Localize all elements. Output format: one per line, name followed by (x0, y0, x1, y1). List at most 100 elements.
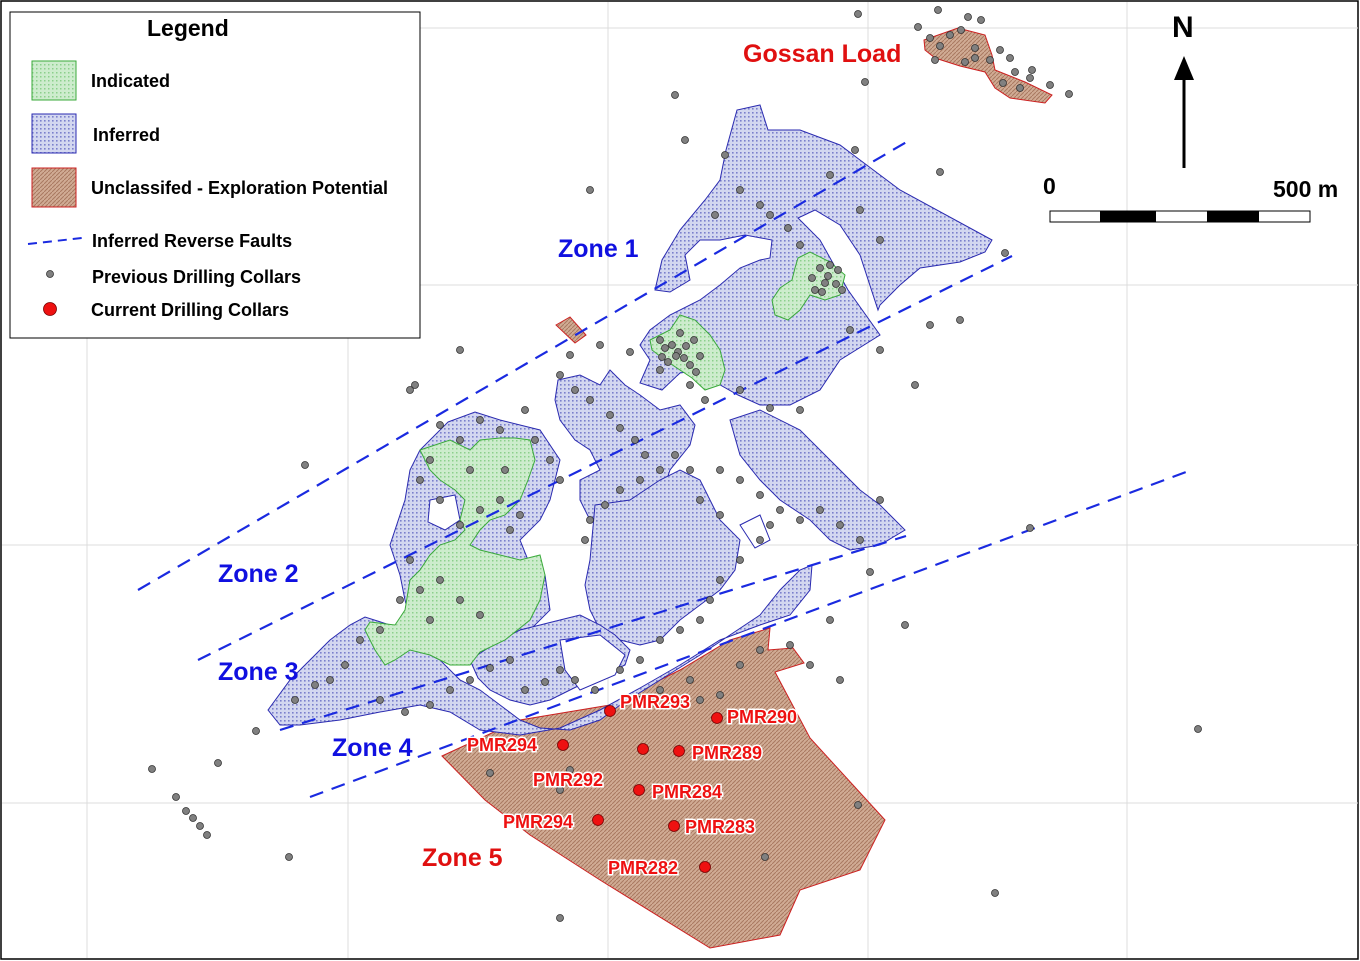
previous-collar-dot (1006, 54, 1014, 62)
previous-collar-dot (326, 676, 334, 684)
previous-collar-dot (926, 321, 934, 329)
previous-collar-dot (606, 411, 614, 419)
previous-collar-dot (291, 696, 299, 704)
collar-pmr294b-dot (592, 814, 604, 826)
previous-collar-dot (496, 426, 504, 434)
zone-1-label: Zone 1 (558, 235, 639, 263)
previous-collar-dot (911, 381, 919, 389)
previous-collar-dot (716, 511, 724, 519)
previous-collar-dot (961, 58, 969, 66)
previous-collar-dot (456, 346, 464, 354)
previous-collar-dot (426, 616, 434, 624)
previous-collar-dot (736, 476, 744, 484)
previous-collar-dot (721, 151, 729, 159)
previous-collar-dot (876, 496, 884, 504)
scale-bar-end-label: 500 m (1273, 176, 1338, 202)
previous-collar-dot (571, 676, 579, 684)
previous-collar-dot (591, 686, 599, 694)
previous-collar-dot (836, 676, 844, 684)
previous-collar-dot (686, 676, 694, 684)
previous-collar-dot (716, 691, 724, 699)
previous-collar-dot (1065, 90, 1073, 98)
previous-collar-dot (826, 261, 834, 269)
previous-collar-dot (601, 501, 609, 509)
previous-collar-dot (616, 486, 624, 494)
previous-collar-dot (681, 136, 689, 144)
previous-collar-dot (866, 568, 874, 576)
previous-collar-dot (936, 42, 944, 50)
previous-collar-dot (784, 224, 792, 232)
previous-collar-dot (203, 831, 211, 839)
previous-collar-dot (696, 496, 704, 504)
inferred-gaps (427, 494, 771, 691)
previous-collar-dot (696, 352, 704, 360)
previous-collar-dot (172, 793, 180, 801)
previous-collar-dot (636, 476, 644, 484)
previous-collar-dot (701, 396, 709, 404)
previous-collar-dot (671, 451, 679, 459)
previous-collar-dot (796, 241, 804, 249)
previous-collar-dot (626, 348, 634, 356)
previous-collar-dot (148, 765, 156, 773)
previous-collar-dot (586, 186, 594, 194)
previous-collar-dot (356, 636, 364, 644)
north-arrow: N (1172, 11, 1194, 168)
previous-collar-dot (756, 536, 764, 544)
previous-collar-dot (406, 386, 414, 394)
previous-collar-dot (252, 727, 260, 735)
fault-4 (279, 534, 907, 732)
previous-collar-dot (656, 466, 664, 474)
previous-collar-dot (946, 31, 954, 39)
previous-collar-dot (956, 316, 964, 324)
previous-collar-dot (686, 361, 694, 369)
previous-collar-dot (836, 521, 844, 529)
zone1-indicated-b (771, 251, 846, 321)
zone-labels: Zone 1 Zone 2 Zone 3 Zone 4 Zone 5 Gossa… (218, 40, 901, 872)
previous-collar-dot (1046, 81, 1054, 89)
previous-collar-dot (826, 616, 834, 624)
current-collar-dot-icon (43, 302, 57, 316)
previous-collar-dot (196, 822, 204, 830)
legend-label-inferred: Inferred (93, 125, 160, 145)
previous-collar-dot (856, 536, 864, 544)
previous-collar-dot (556, 666, 564, 674)
previous-collar-dot (931, 56, 939, 64)
collar-label-pmr290: PMR290 (727, 707, 797, 727)
previous-collar-dot (401, 708, 409, 716)
zone-2-label: Zone 2 (218, 560, 299, 588)
previous-collar-dot (436, 576, 444, 584)
previous-collar-dot (766, 211, 774, 219)
previous-collar-dot (436, 496, 444, 504)
fault-1 (137, 139, 911, 591)
gossan-load-label: Gossan Load (743, 40, 901, 68)
previous-collar-dot (934, 6, 942, 14)
previous-collar-dot (556, 371, 564, 379)
small-unclassified-patch (555, 316, 587, 344)
previous-drilling-collars (148, 6, 1202, 922)
previous-collar-dot (476, 506, 484, 514)
fault-3 (309, 470, 1187, 799)
previous-collar-dot (556, 786, 564, 794)
previous-collar-dot (682, 342, 690, 350)
previous-collar-dot (676, 329, 684, 337)
current-drilling-collars (557, 705, 723, 873)
previous-collar-dot (501, 466, 509, 474)
previous-collar-dot (189, 814, 197, 822)
previous-collar-dot (406, 556, 414, 564)
previous-collar-dot (736, 386, 744, 394)
zone2-indicated (364, 437, 546, 666)
previous-collar-dot (466, 676, 474, 684)
collar-pmr283-dot (668, 820, 680, 832)
unclassified-swatch-icon (31, 167, 77, 208)
inferred-reverse-faults (137, 139, 1187, 799)
previous-collar-dot (854, 10, 862, 18)
previous-collar-dot (285, 853, 293, 861)
previous-collar-dot (1011, 68, 1019, 76)
previous-collar-dot (466, 466, 474, 474)
previous-collar-dot (506, 526, 514, 534)
previous-collar-dot (496, 496, 504, 504)
previous-collar-dot (756, 201, 764, 209)
previous-collar-dot (426, 701, 434, 709)
legend: Legend Indicated Inferred Unclassifed - … (9, 11, 421, 339)
previous-collar-dot (736, 186, 744, 194)
